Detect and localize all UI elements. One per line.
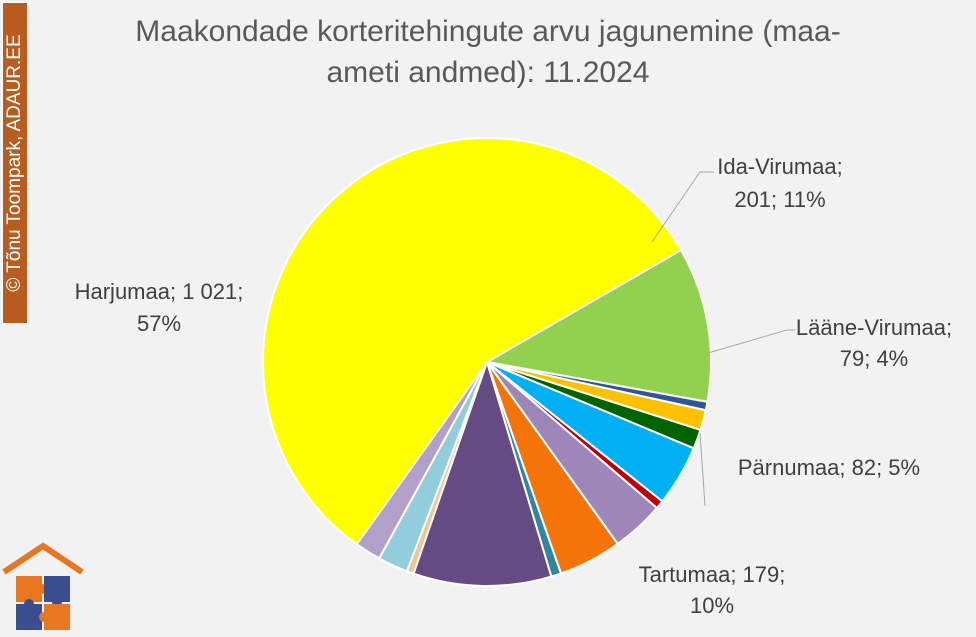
leader-lines (651, 171, 795, 507)
data-label-ida-virumaa-line-1: Ida-Virumaa; (717, 154, 843, 179)
pie-slice-harjumaa (262, 137, 683, 546)
leader-line-ida-virumaa (651, 171, 714, 243)
leader-line-parnumaa (699, 432, 706, 507)
data-label-harjumaa-line-2: 57% (137, 311, 181, 336)
data-label-parnumaa: Pärnumaa; 82; 5% (738, 455, 920, 480)
data-label-harjumaa-line-1: Harjumaa; 1 021; (75, 279, 244, 304)
adaur-puzzle-house-logo (2, 542, 84, 630)
leader-line-laane-virumaa (707, 329, 795, 354)
data-labels: Ida-Virumaa; 201; 11% Lääne-Virumaa; 79;… (75, 154, 952, 618)
data-label-tartumaa-line-1: Tartumaa; 179; (639, 562, 786, 587)
chart-title: Maakondade korteritehingute arvu jagunem… (135, 15, 840, 89)
data-label-ida-virumaa-line-2: 201; 11% (734, 187, 825, 212)
data-label-laane-virumaa-line-1: Lääne-Virumaa; (796, 315, 952, 340)
chart-title-line-1: Maakondade korteritehingute arvu jagunem… (135, 15, 840, 48)
data-label-laane-virumaa-line-2: 79; 4% (840, 346, 909, 371)
pie-slices (262, 137, 712, 587)
copyright-banner: © Tõnu Toompark, ADAUR.EE (2, 2, 28, 324)
house-roof-icon (2, 542, 84, 575)
pie-slice-tartumaa (412, 358, 553, 587)
pie-slice-ida-virumaa (484, 248, 712, 404)
copyright-text: © Tõnu Toompark, ADAUR.EE (4, 34, 25, 292)
data-label-tartumaa-line-2: 10% (690, 593, 734, 618)
puzzle-pieces-icon (16, 576, 70, 630)
chart-title-line-2: ameti andmed): 11.2024 (327, 56, 650, 89)
